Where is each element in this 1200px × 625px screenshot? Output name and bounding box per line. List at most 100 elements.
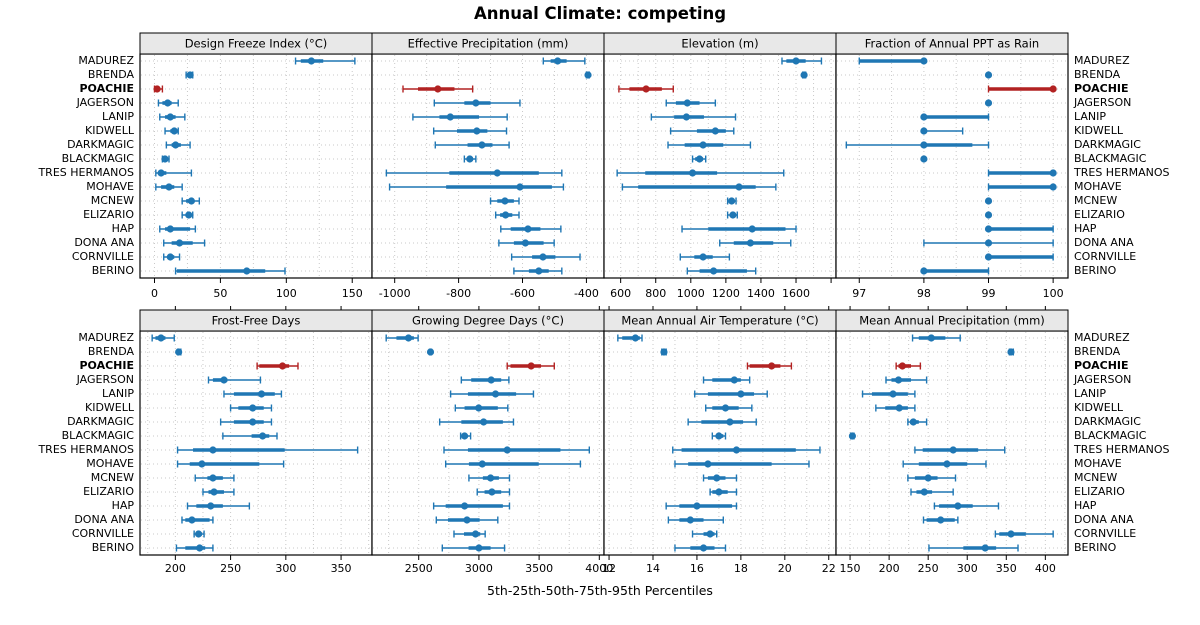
median-dot <box>307 57 315 65</box>
series-jagerson <box>460 376 510 384</box>
series-elizario <box>476 488 511 496</box>
series-dona-ana <box>719 239 792 247</box>
series-berino <box>686 267 757 275</box>
site-label-left: CORNVILLE <box>72 527 134 540</box>
series-elizario <box>709 488 738 496</box>
site-label-right: DONA ANA <box>1074 236 1134 249</box>
axis-tick-label: 0 <box>151 287 158 300</box>
axis-tick-label: 250 <box>220 562 241 575</box>
series-mcnew <box>984 197 993 205</box>
median-dot <box>207 502 215 510</box>
site-label-left: DONA ANA <box>74 513 134 526</box>
panel-strip-title: Fraction of Annual PPT as Rain <box>865 37 1039 51</box>
site-label-left: DARKMAGIC <box>67 138 134 151</box>
median-dot <box>715 488 723 496</box>
series-jagerson <box>984 99 993 107</box>
median-dot <box>166 225 174 233</box>
site-label-left: LANIP <box>102 387 134 400</box>
median-dot <box>554 57 562 65</box>
median-dot <box>171 141 180 149</box>
panel-strip <box>835 309 1069 332</box>
series-darkmagic <box>434 141 510 149</box>
median-dot <box>920 141 928 149</box>
site-label-left: KIDWELL <box>85 124 135 137</box>
series-mcnew <box>194 474 235 482</box>
median-dot <box>527 362 535 370</box>
median-dot <box>631 334 640 342</box>
median-dot <box>187 197 196 205</box>
site-label-right: BRENDA <box>1074 68 1121 81</box>
axis-tick-label: 100 <box>1043 287 1064 300</box>
site-label-left: ELIZARIO <box>83 485 134 498</box>
median-dot <box>848 432 857 440</box>
series-poachie <box>895 362 922 370</box>
series-elizario <box>984 211 993 219</box>
series-madurez <box>385 334 419 342</box>
median-dot <box>732 446 741 454</box>
median-dot <box>768 362 776 370</box>
series-lanip <box>861 390 916 398</box>
median-dot <box>249 418 257 426</box>
median-dot <box>889 390 897 398</box>
median-dot <box>165 183 173 191</box>
median-dot <box>920 127 928 135</box>
site-label-right: BLACKMAGIC <box>1074 429 1147 442</box>
site-label-right: BLACKMAGIC <box>1074 152 1147 165</box>
series-elizario <box>910 488 954 496</box>
series-tres-hermanos <box>672 446 821 454</box>
axis-tick-label: 99 <box>982 287 996 300</box>
site-label-left: MOHAVE <box>86 180 134 193</box>
median-dot <box>943 460 951 468</box>
series-cornville <box>163 253 181 261</box>
series-lanip <box>650 113 737 121</box>
panel-strip-title: Growing Degree Days (°C) <box>412 314 564 328</box>
panel-bg <box>140 331 372 555</box>
series-mohave <box>444 460 582 468</box>
panel-mean-annual-precipitation-mm: 150 200 250 300 350 400 Mean Annual Precipitat… <box>835 306 1069 575</box>
series-mohave <box>987 183 1057 191</box>
series-hap <box>665 502 738 510</box>
series-dona-ana <box>923 239 1054 247</box>
series-darkmagic <box>165 141 191 149</box>
median-dot <box>920 155 928 163</box>
series-brenda <box>175 348 183 356</box>
median-dot <box>1049 169 1057 177</box>
median-dot <box>981 544 989 552</box>
series-blackmagic <box>161 155 170 163</box>
site-label-left: MADUREZ <box>78 54 134 67</box>
series-jagerson <box>665 99 717 107</box>
median-dot <box>539 253 547 261</box>
series-madurez <box>294 57 356 65</box>
median-dot <box>748 225 756 233</box>
site-label-left: MCNEW <box>91 194 134 207</box>
series-poachie <box>618 85 674 93</box>
series-lanip <box>412 113 508 121</box>
site-label-right: KIDWELL <box>1074 401 1124 414</box>
median-dot <box>1007 530 1015 538</box>
axis-tick-label: 22 <box>822 562 836 575</box>
median-dot <box>695 155 704 163</box>
site-label-left: DONA ANA <box>74 236 134 249</box>
site-label-left: HAP <box>112 222 135 235</box>
site-label-left: HAP <box>112 499 135 512</box>
median-dot <box>927 334 935 342</box>
series-berino <box>674 544 727 552</box>
median-dot <box>475 404 483 412</box>
series-cornville <box>453 530 486 538</box>
panel-frost-free-days: 200 250 300 350 Frost-Free Days <box>139 306 373 575</box>
series-mohave <box>388 183 565 191</box>
series-mcnew <box>489 197 520 205</box>
series-lanip <box>159 113 186 121</box>
series-tres-hermanos <box>385 169 563 177</box>
median-dot <box>728 197 736 205</box>
median-dot <box>157 334 165 342</box>
axis-tick-label: 800 <box>645 287 666 300</box>
series-dona-ana <box>435 516 499 524</box>
series-kidwell <box>229 404 273 412</box>
axis-tick-label: -800 <box>446 287 471 300</box>
median-dot <box>249 404 257 412</box>
median-dot <box>209 446 217 454</box>
site-label-left: LANIP <box>102 110 134 123</box>
